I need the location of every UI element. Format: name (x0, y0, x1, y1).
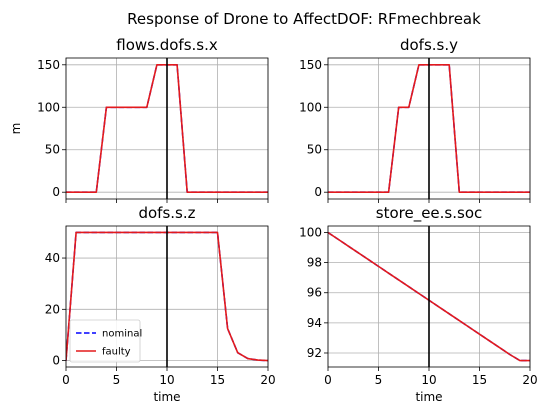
x-tick-label: 20 (260, 373, 275, 387)
y-tick-label: 100 (37, 100, 60, 114)
y-tick-label: 50 (307, 143, 322, 157)
y-tick-label: 40 (45, 251, 60, 265)
subplot-title: store_ee.s.soc (376, 204, 483, 223)
x-axis-label: time (153, 390, 180, 404)
legend-label-faulty: faulty (102, 347, 131, 358)
y-tick-label: 150 (37, 58, 60, 72)
y-axis-label: m (9, 123, 23, 135)
x-tick-label: 15 (210, 373, 225, 387)
y-tick-label: 100 (299, 100, 322, 114)
legend: nominal faulty (69, 319, 142, 363)
y-tick-label: 0 (314, 185, 322, 199)
subplot-title: dofs.s.y (400, 36, 458, 54)
y-tick-label: 50 (45, 143, 60, 157)
x-tick-label: 10 (159, 373, 174, 387)
x-tick-label: 0 (62, 373, 70, 387)
subplot-title: dofs.s.z (138, 204, 195, 222)
x-tick-label: 5 (113, 373, 121, 387)
x-tick-label: 15 (472, 373, 487, 387)
subplot-3: 0 5 10 15 20 0 20 40 dofs.s.z time nominal faulty (45, 204, 276, 404)
figure-suptitle: Response of Drone to AffectDOF: RFmechbr… (127, 10, 481, 28)
y-tick-label: 96 (307, 286, 322, 300)
y-tick-label: 92 (307, 346, 322, 360)
x-tick-label: 10 (421, 373, 436, 387)
y-tick-label: 0 (52, 354, 60, 368)
subplot-2: 0 50 100 150 dofs.s.y (299, 36, 531, 203)
y-tick-label: 150 (299, 58, 322, 72)
subplots: 050100150flows.dofs.s.xm050100150dofs.s.… (9, 36, 538, 404)
y-tick-label: 20 (45, 302, 60, 316)
x-tick-label: 20 (522, 373, 537, 387)
legend-label-nominal: nominal (102, 329, 142, 340)
x-tick-label: 0 (324, 373, 332, 387)
x-tick-label: 5 (375, 373, 383, 387)
subplot-title: flows.dofs.s.x (116, 36, 218, 54)
y-tick-label: 98 (307, 256, 322, 270)
subplot-1: 0 50 100 150 flows.dofs.s.x m (9, 36, 269, 203)
y-tick-label: 0 (52, 185, 60, 199)
x-axis-label: time (415, 390, 442, 404)
y-tick-label: 94 (307, 316, 322, 330)
y-tick-label: 100 (299, 225, 322, 239)
